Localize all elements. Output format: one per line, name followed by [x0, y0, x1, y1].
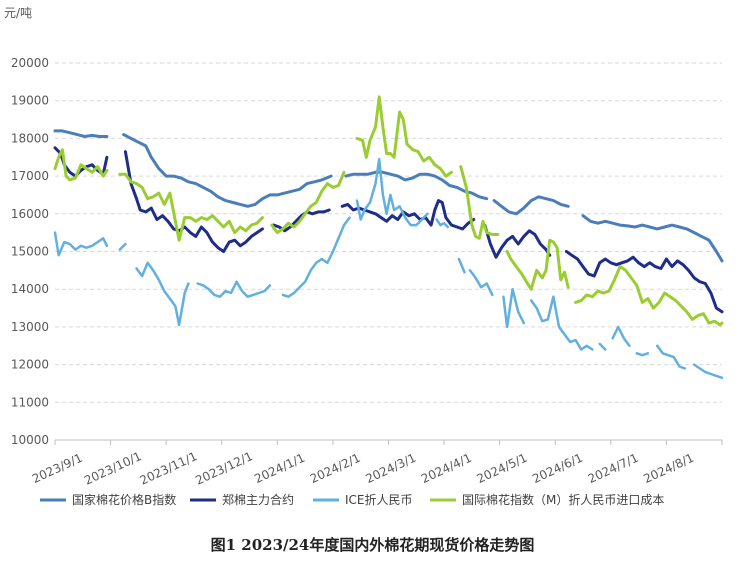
y-tick-label: 16000	[11, 207, 49, 221]
x-tick-label: 2024/3/1	[363, 451, 418, 486]
series-line	[574, 265, 724, 327]
series-line	[655, 344, 687, 370]
series-line	[505, 238, 570, 291]
x-tick-label: 2024/2/1	[308, 451, 363, 486]
x-tick-label: 2024/6/1	[530, 451, 585, 486]
series-0	[53, 129, 724, 263]
legend-label: 国家棉花价格B指数	[72, 492, 176, 507]
x-tick-label: 2024/5/1	[475, 451, 530, 486]
y-tick-label: 13000	[11, 320, 49, 334]
series-2	[53, 157, 724, 380]
x-tick-label: 2024/7/1	[586, 451, 641, 486]
x-tick-label: 2023/11/1	[138, 449, 200, 488]
series-line	[529, 295, 594, 351]
x-tick-label: 2023/9/1	[30, 451, 85, 486]
series-line	[692, 363, 724, 380]
x-tick-label: 2023/12/1	[193, 449, 255, 488]
y-tick-label: 17000	[11, 169, 49, 183]
series-line	[122, 133, 333, 208]
y-tick-label: 20000	[11, 56, 49, 70]
x-tick-label: 2024/1/1	[252, 451, 307, 486]
series-line	[502, 287, 526, 329]
y-tick-label: 10000	[11, 433, 49, 447]
series-line	[355, 95, 453, 178]
series-line	[344, 170, 489, 201]
legend: 国家棉花价格B指数 郑棉主力合约 ICE折人民币 国际棉花指数（M）折人民币进口成本	[40, 492, 664, 507]
series-line	[196, 280, 272, 298]
x-tick-label: 2023/10/1	[82, 449, 144, 488]
series-line	[53, 129, 109, 138]
y-tick-label: 14000	[11, 282, 49, 296]
y-tick-label: 18000	[11, 131, 49, 145]
series-line	[468, 269, 494, 297]
y-tick-label: 12000	[11, 358, 49, 372]
series-line	[435, 218, 450, 229]
series-line	[483, 223, 552, 259]
y-tick-label: 15000	[11, 245, 49, 259]
x-tick-label: 2024/4/1	[419, 451, 474, 486]
series-line	[53, 148, 109, 182]
series-line	[457, 257, 466, 274]
y-tick-label: 11000	[11, 395, 49, 409]
series-line	[459, 165, 500, 240]
x-tick-label: 2024/8/1	[641, 451, 696, 486]
series-line	[123, 150, 264, 253]
series-line	[118, 172, 264, 242]
series-line	[635, 352, 650, 357]
series-line	[281, 216, 351, 298]
y-tick-label: 19000	[11, 94, 49, 108]
series-line	[270, 170, 346, 235]
series-line	[611, 325, 631, 348]
y-axis-unit-label: 元/吨	[4, 6, 32, 20]
series-line	[581, 214, 724, 263]
legend-label: 郑棉主力合约	[222, 492, 294, 507]
series-line	[355, 157, 429, 227]
legend-label: ICE折人民币	[345, 492, 413, 507]
series-3	[53, 95, 724, 327]
series-line	[118, 242, 127, 251]
series-lines	[53, 95, 724, 380]
x-axis: 2023/9/12023/10/12023/11/12023/12/12024/…	[30, 440, 723, 488]
series-line	[53, 231, 109, 257]
series-line	[492, 195, 570, 216]
series-line	[564, 250, 724, 314]
figure-caption: 图1 2023/24年度国内外棉花期现货价格走势图	[210, 536, 535, 554]
series-line	[135, 261, 190, 327]
y-axis: 10000 11000 12000 13000 14000 15000 16000 17000…	[11, 56, 49, 447]
series-line	[598, 342, 607, 351]
legend-label: 国际棉花指数（M）折人民币进口成本	[462, 492, 664, 507]
grid-lines	[55, 62, 722, 403]
